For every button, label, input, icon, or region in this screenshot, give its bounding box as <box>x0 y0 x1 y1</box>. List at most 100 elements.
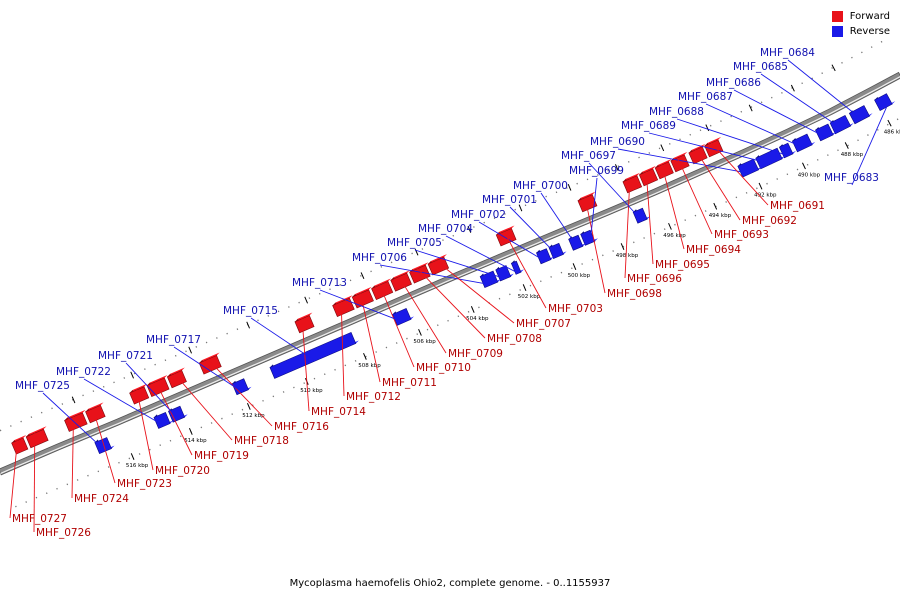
gene-mhf-0685[interactable] <box>829 114 854 135</box>
gene-label[interactable]: MHF_0727 <box>12 513 67 525</box>
gene-mhf-0713[interactable] <box>392 308 415 326</box>
gene-label[interactable]: MHF_0693 <box>714 229 769 241</box>
gene-label[interactable]: MHF_0689 <box>621 120 676 132</box>
gene-label[interactable]: MHF_0683 <box>824 172 879 184</box>
gene-leader-line <box>155 381 193 456</box>
gene-mhf-0720[interactable] <box>129 383 150 405</box>
gene-label[interactable]: MHF_0704 <box>418 223 473 235</box>
ruler-minor-tick <box>660 144 665 152</box>
ruler-tick <box>363 352 367 360</box>
gene-mhf-0710[interactable] <box>371 278 394 300</box>
gene-body <box>153 412 171 429</box>
gene-label[interactable]: MHF_0712 <box>346 391 401 403</box>
gene-mhf-0704[interactable] <box>510 260 524 275</box>
gene-label[interactable]: MHF_0722 <box>56 366 111 378</box>
gene-label[interactable]: MHF_0724 <box>74 493 129 505</box>
gene-label[interactable]: MHF_0690 <box>590 136 645 148</box>
gene-mhf-0727[interactable] <box>11 435 29 455</box>
genome-backbone <box>0 71 900 476</box>
gene-leader-line <box>661 164 685 250</box>
gene-bevel-top <box>26 426 47 437</box>
gene-mhf-0709[interactable] <box>390 270 412 292</box>
gene-label[interactable]: MHF_0708 <box>487 333 542 345</box>
gene-mhf-0699[interactable] <box>580 229 598 246</box>
gene-label[interactable]: MHF_0698 <box>607 288 662 300</box>
ruler-tick-label: 510 kbp <box>300 388 323 394</box>
gene-label[interactable]: MHF_0692 <box>742 215 797 227</box>
gene-mhf-0684[interactable] <box>848 105 873 125</box>
gene-label[interactable]: MHF_0705 <box>387 237 442 249</box>
gene-label[interactable]: MHF_0695 <box>655 259 710 271</box>
gene-label[interactable]: MHF_0691 <box>770 200 825 212</box>
gene-label[interactable]: MHF_0694 <box>686 244 741 256</box>
gene-mhf-0702[interactable] <box>536 248 554 265</box>
gene-label[interactable]: MHF_0713 <box>292 277 347 289</box>
gene-label[interactable]: MHF_0726 <box>36 527 91 539</box>
gene-label[interactable]: MHF_0707 <box>516 318 571 330</box>
gene-mhf-0696[interactable] <box>622 172 643 194</box>
gene-mhf-0694[interactable] <box>654 158 674 180</box>
gene-mhf-0725[interactable] <box>94 437 115 454</box>
gene-label[interactable]: MHF_0723 <box>117 478 172 490</box>
gene-body <box>638 168 659 187</box>
gene-label[interactable]: MHF_0700 <box>513 180 568 192</box>
gene-label[interactable]: MHF_0719 <box>194 450 249 462</box>
gene-label[interactable]: MHF_0702 <box>451 209 506 221</box>
ruler-tick <box>246 403 251 410</box>
gene-label[interactable]: MHF_0725 <box>15 380 70 392</box>
gene-mhf-0691[interactable] <box>704 136 724 158</box>
gene-label[interactable]: MHF_0685 <box>733 61 788 73</box>
gene-label[interactable]: MHF_0717 <box>146 334 201 346</box>
gene-mhf-0723[interactable] <box>85 402 106 424</box>
gene-mhf-0714[interactable] <box>294 312 315 334</box>
gene-mhf-0722[interactable] <box>153 412 174 429</box>
gene-label[interactable]: MHF_0706 <box>352 252 407 264</box>
gene-label[interactable]: MHF_0711 <box>382 377 437 389</box>
gene-label[interactable]: MHF_0716 <box>274 421 329 433</box>
gene-mhf-0683[interactable] <box>874 93 896 112</box>
gene-mhf-0695[interactable] <box>638 165 659 187</box>
gene-mhf-0718[interactable] <box>166 367 187 389</box>
gene-label[interactable]: MHF_0697 <box>561 150 616 162</box>
gene-mhf-0707[interactable] <box>427 254 450 276</box>
gene-label[interactable]: MHF_0701 <box>482 194 537 206</box>
gene-mhf-0716[interactable] <box>198 352 222 375</box>
gene-mhf-0726[interactable] <box>25 426 49 449</box>
gene-label[interactable]: MHF_0684 <box>760 47 815 59</box>
gene-label[interactable]: MHF_0688 <box>649 106 704 118</box>
ruler-minor-tick <box>360 272 365 280</box>
gene-mhf-0708[interactable] <box>409 262 431 284</box>
gene-label[interactable]: MHF_0715 <box>223 305 278 317</box>
gene-mhf-0715[interactable] <box>269 332 359 379</box>
gene-mhf-0724[interactable] <box>64 409 88 432</box>
gene-label[interactable]: MHF_0686 <box>706 77 761 89</box>
ruler-minor-tick <box>130 371 135 379</box>
gene-mhf-0689[interactable] <box>755 147 786 170</box>
gene-label[interactable]: MHF_0703 <box>548 303 603 315</box>
gene-label[interactable]: MHF_0709 <box>448 348 503 360</box>
gene-label[interactable]: MHF_0710 <box>416 362 471 374</box>
gene-mhf-0697[interactable] <box>632 207 651 224</box>
gene-label[interactable]: MHF_0714 <box>311 406 366 418</box>
gene-label[interactable]: MHF_0720 <box>155 465 210 477</box>
gene-label[interactable]: MHF_0699 <box>569 165 624 177</box>
gene-body <box>548 242 564 259</box>
gene-label[interactable]: MHF_0696 <box>627 273 682 285</box>
gene-leader-line <box>250 317 316 362</box>
ruler-tick <box>130 453 135 460</box>
gene-mhf-0712[interactable] <box>332 295 355 317</box>
gene-leader-line <box>540 192 579 249</box>
gene-leader-line <box>379 284 415 368</box>
gene-label[interactable]: MHF_0721 <box>98 350 153 362</box>
ruler-tick <box>188 428 193 435</box>
gene-mhf-0687[interactable] <box>791 133 816 153</box>
gene-body <box>166 370 187 389</box>
gene-body <box>269 332 357 379</box>
gene-label[interactable]: MHF_0687 <box>678 91 733 103</box>
gene-bevel-top <box>409 262 429 273</box>
gene-mhf-0686[interactable] <box>814 123 837 142</box>
gene-label[interactable]: MHF_0718 <box>234 435 289 447</box>
gene-mhf-0703[interactable] <box>495 225 517 247</box>
